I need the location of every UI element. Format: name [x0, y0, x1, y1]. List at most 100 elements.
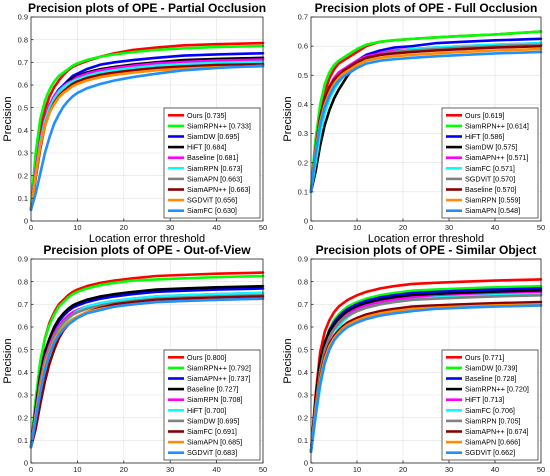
y-tick-label: 0.1 [18, 194, 28, 203]
x-tick-label: 0 [29, 223, 33, 232]
x-tick-label: 30 [166, 465, 174, 474]
legend: Ours [0.735]SiamRPN++ [0.733] SiamDW [0.6… [163, 107, 261, 219]
legend-entry: SiamRPN [0.673] [187, 164, 243, 173]
y-axis-label: Precision [2, 338, 14, 383]
y-tick-label: 0.1 [298, 436, 308, 445]
x-tick-label: 30 [166, 223, 174, 232]
y-tick-label: 0.3 [298, 391, 308, 400]
x-tick-label: 40 [212, 223, 220, 232]
y-tick-label: 0.3 [18, 391, 28, 400]
legend-entry: SiamRPN [0.708] [187, 395, 243, 404]
y-tick-label: 0.9 [18, 255, 28, 264]
y-tick-label: 0.2 [298, 158, 308, 167]
series-line-2 [309, 30, 543, 191]
x-tick-label: 50 [259, 223, 267, 232]
series-line-1 [309, 278, 543, 453]
series-line-4 [29, 284, 265, 449]
x-tick-label: 50 [537, 223, 545, 232]
legend-entry: SGDViT [0.656] [187, 196, 237, 205]
legend-entry: HiFT [0.713] [465, 395, 504, 404]
axes-frame [30, 258, 264, 464]
legend-entry: SiamRPN++ [0.720] [465, 385, 529, 394]
legend-entry: SiamFC [0.691] [187, 427, 237, 436]
x-tick-label: 50 [537, 465, 545, 474]
x-tick-label: 20 [120, 465, 128, 474]
legend-entry: SiamDW [0.575] [465, 143, 517, 152]
legend-entry: HiFT [0.700] [187, 406, 226, 415]
y-tick-label: 0.2 [18, 413, 28, 422]
legend-entry: Baseline [0.728] [465, 374, 517, 383]
legend-entry: SiamFC [0.630] [187, 206, 237, 215]
y-tick-label: 0 [24, 217, 28, 226]
x-tick-label: 0 [29, 465, 33, 474]
series-line-4 [309, 289, 543, 453]
chart-title: Precision plots of OPE - Full Occlusion [315, 1, 538, 15]
chart-panel-4: 0 0.1 0.2 0.3 0.4 0.5 0.6 0.7 0.8 0.9 0 10 20 30 40 50 P… [282, 243, 545, 476]
chart-title: Precision plots of OPE - Partial Occlusi… [28, 1, 266, 15]
legend-entry: SiamFC [0.706] [465, 406, 515, 415]
legend-entry: SiamAPN [0.548] [465, 206, 520, 215]
series-line-2 [29, 274, 265, 449]
y-tick-label: 0.9 [18, 13, 28, 22]
legend-entry: SiamRPN [0.559] [465, 196, 521, 205]
y-tick-label: 0.8 [18, 35, 28, 44]
y-tick-label: 0.6 [18, 323, 28, 332]
y-tick-label: 0.2 [18, 171, 28, 180]
y-tick-label: 0.4 [298, 368, 308, 377]
series-line-7 [309, 293, 543, 453]
x-tick-label: 20 [120, 223, 128, 232]
y-tick-label: 0.7 [18, 300, 28, 309]
legend-entry: SGDViT [0.570] [465, 174, 515, 183]
y-tick-label: 0.7 [18, 58, 28, 67]
axes-frame [310, 258, 542, 464]
chart-panel-1: 0 0.1 0.2 0.3 0.4 0.5 0.6 0.7 0.8 0.9 0 10 20 30 40 50 P… [2, 1, 267, 245]
legend-entry: Ours [0.771] [465, 353, 505, 362]
series-line-8 [309, 44, 543, 194]
series-line-10 [29, 297, 265, 449]
x-axis-label: Location error threshold [368, 233, 484, 245]
series-line-10 [29, 64, 265, 211]
y-tick-label: 0 [304, 459, 308, 468]
x-tick-label: 20 [399, 223, 407, 232]
x-tick-label: 0 [309, 465, 313, 474]
y-tick-label: 0.5 [298, 345, 308, 354]
x-axis-label: Location error threshold [89, 233, 205, 245]
series-line-10 [309, 50, 543, 194]
y-tick-label: 0.6 [298, 323, 308, 332]
y-tick-label: 0.8 [298, 277, 308, 286]
y-tick-label: 0.4 [298, 100, 308, 109]
legend-entry: SiamDW [0.695] [187, 416, 239, 425]
y-tick-label: 0.9 [298, 255, 308, 264]
legend-entry: SiamRPN++ [0.792] [187, 363, 251, 372]
y-tick-label: 0.5 [298, 71, 308, 80]
legend-entry: SGDViT [0.683] [187, 448, 237, 457]
x-tick-label: 10 [73, 465, 81, 474]
x-tick-label: 10 [353, 223, 361, 232]
axes-frame [310, 16, 542, 222]
legend: Ours [0.800]SiamRPN++ [0.792] SiamAPN++ [… [163, 349, 261, 461]
legend-entry: SiamAPN++ [0.663] [187, 185, 251, 194]
y-tick-label: 0 [24, 459, 28, 468]
legend-entry: SiamFC [0.571] [465, 164, 515, 173]
legend-entry: Ours [0.735] [187, 111, 227, 120]
y-tick-label: 0.7 [298, 13, 308, 22]
legend-entry: SiamRPN++ [0.614] [465, 121, 529, 130]
y-tick-label: 0.5 [18, 103, 28, 112]
x-tick-label: 30 [445, 465, 453, 474]
x-tick-label: 40 [212, 465, 220, 474]
legend-entry: SiamAPN [0.666] [465, 438, 520, 447]
legend-entry: SiamRPN++ [0.733] [187, 121, 251, 130]
chart-title: Precision plots of OPE - Similar Object [316, 243, 537, 257]
y-tick-label: 0.4 [18, 126, 28, 135]
legend-entry: Ours [0.619] [465, 111, 505, 120]
legend-entry: SiamDW [0.695] [187, 132, 239, 141]
x-tick-label: 10 [73, 223, 81, 232]
legend-entry: SiamAPN [0.663] [187, 174, 242, 183]
y-tick-label: 0.3 [18, 149, 28, 158]
y-tick-label: 0.4 [18, 368, 28, 377]
series-line-6 [29, 60, 265, 211]
y-tick-label: 0.5 [18, 345, 28, 354]
series-line-2 [29, 44, 265, 209]
legend-entry: Baseline [0.727] [187, 385, 239, 394]
legend-entry: SiamAPN++ [0.674] [465, 427, 529, 436]
